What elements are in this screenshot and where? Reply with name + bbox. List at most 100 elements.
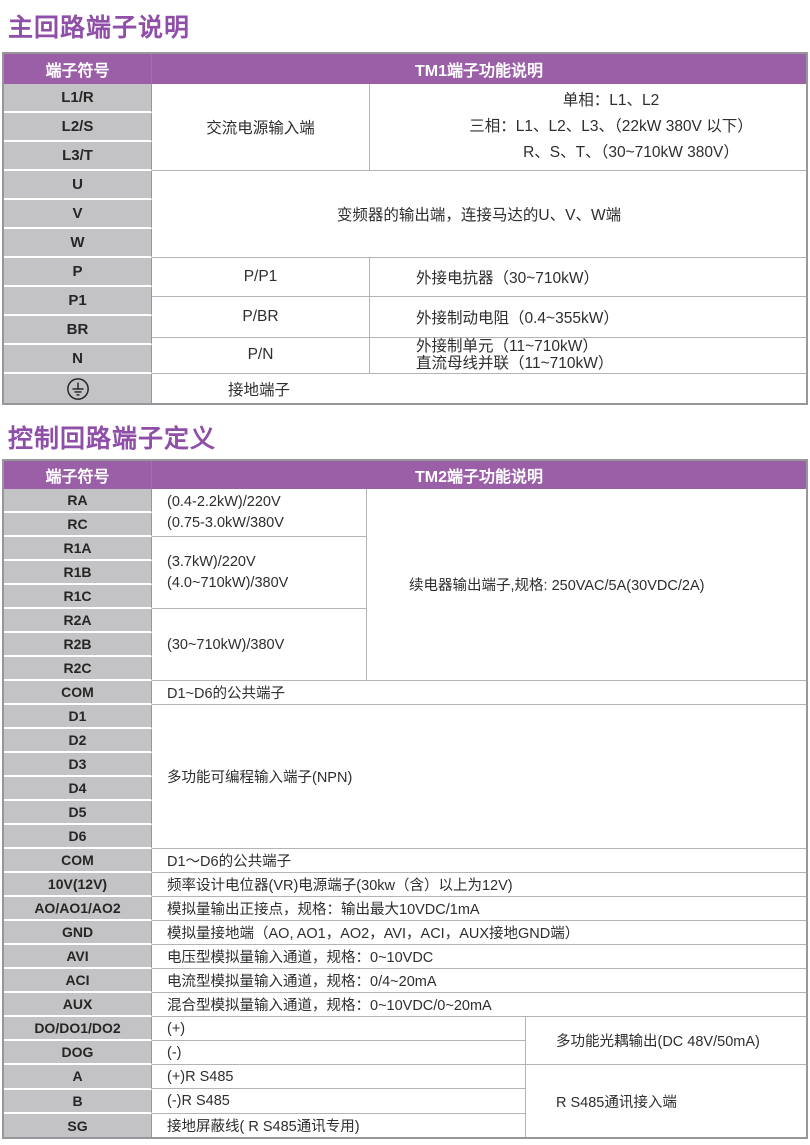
relay-spec-cell: (30~710kW)/380V bbox=[152, 609, 367, 681]
terminal-cell: R1A bbox=[4, 537, 152, 561]
terminal-cell: R1B bbox=[4, 561, 152, 585]
row-description: 电压型模拟量输入通道，规格：0~10VDC bbox=[167, 950, 434, 966]
ac-input-line-2: 三相：L1、L2、L3、（22kW 380V 以下） bbox=[469, 118, 753, 135]
terminal-cell: D3 bbox=[4, 753, 152, 777]
pair-description-line-1: 外接制单元（11~710kW） bbox=[416, 338, 598, 356]
terminal-cell: AVI bbox=[4, 945, 152, 969]
com-content: D1～D6的公共端子 bbox=[152, 849, 806, 873]
terminal-cell: D1 bbox=[4, 705, 152, 729]
main-circuit-title: 主回路端子说明 bbox=[8, 14, 191, 42]
opto-output-content: (+) (-) 多功能光耦输出(DC 48V/50mA) bbox=[152, 1017, 806, 1065]
terminal-cell: L2/S bbox=[4, 113, 152, 142]
terminal-column: RA RC R1A R1B R1C R2A R2B R2C bbox=[4, 489, 152, 681]
power-10v-row: 10V(12V) 频率设计电位器(VR)电源端子(30kw（含）以上为12V) bbox=[4, 873, 806, 897]
dc-bus-rows: P/P1 外接电抗器（30~710kW） P/BR 外接制动电阻（0.4~355… bbox=[152, 258, 806, 373]
terminal-column: DO/DO1/DO2 DOG bbox=[4, 1017, 152, 1065]
rs485-section: A B SG (+)R S485 (-)R S485 接地屏蔽线( R S485… bbox=[4, 1065, 806, 1138]
row-description: 模拟量接地端（AO, AO1，AO2，AVI，ACI，AUX接地GND端） bbox=[167, 926, 580, 942]
terminal-column: COM bbox=[4, 681, 152, 705]
output-content: 变频器的输出端，连接马达的U、V、W端 bbox=[152, 171, 806, 258]
terminal-cell: A bbox=[4, 1065, 152, 1090]
tm2-header-function: TM2端子功能说明 bbox=[414, 469, 543, 486]
terminal-cell: L3/T bbox=[4, 142, 152, 171]
avi-row: AVI 电压型模拟量输入通道，规格：0~10VDC bbox=[4, 945, 806, 969]
relay-spec-line: (0.75-3.0kW/380V bbox=[167, 514, 284, 531]
terminal-cell: DOG bbox=[4, 1041, 152, 1065]
terminal-cell: DO/DO1/DO2 bbox=[4, 1017, 152, 1041]
tm1-header-function: TM1端子功能说明 bbox=[414, 63, 543, 80]
terminal-cell: AUX bbox=[4, 993, 152, 1017]
relay-spec-line: (0.4-2.2kW)/220V bbox=[167, 493, 281, 510]
opto-output-section: DO/DO1/DO2 DOG (+) (-) 多功能光耦输出(DC 48V/50… bbox=[4, 1017, 806, 1065]
tm1-header-symbol: 端子符号 bbox=[4, 54, 152, 84]
tm2-table-header: 端子符号 TM2端子功能说明 bbox=[4, 461, 806, 489]
control-circuit-title: 控制回路端子定义 bbox=[8, 425, 217, 453]
terminal-cell: D4 bbox=[4, 777, 152, 801]
terminal-cell: R2A bbox=[4, 609, 152, 633]
relay-content: (0.4-2.2kW)/220V (0.75-3.0kW/380V (3.7kW… bbox=[152, 489, 806, 681]
output-section: U V W 变频器的输出端，连接马达的U、V、W端 bbox=[4, 171, 806, 258]
signal-cell: (-)R S485 bbox=[152, 1089, 526, 1114]
tm2-table: 端子符号 TM2端子功能说明 RA RC R1A R1B R1C R2A R2B… bbox=[2, 459, 808, 1139]
aci-row: ACI 电流型模拟量输入通道，规格：0/4~20mA bbox=[4, 969, 806, 993]
tm2-header-symbol: 端子符号 bbox=[4, 461, 152, 489]
terminal-column: L1/R L2/S L3/T bbox=[4, 84, 152, 171]
terminal-cell: RA bbox=[4, 489, 152, 513]
dc-bus-section: P P1 BR N P/P1 外接电抗器（30~710kW） P/BR 外接制动… bbox=[4, 258, 806, 374]
relay-section: RA RC R1A R1B R1C R2A R2B R2C (0.4-2.2kW… bbox=[4, 489, 806, 681]
pair-label: P/N bbox=[152, 337, 370, 373]
tm1-table: 端子符号 TM1端子功能说明 L1/R L2/S L3/T 交流电源输入端 单相… bbox=[2, 52, 808, 405]
terminal-cell: D5 bbox=[4, 801, 152, 825]
terminal-cell: BR bbox=[4, 316, 152, 345]
pair-description-line-2: 直流母线并联（11~710kW） bbox=[416, 355, 614, 373]
terminal-cell: AO/AO1/AO2 bbox=[4, 897, 152, 921]
relay-spec-cell: (3.7kW)/220V (4.0~710kW)/380V bbox=[152, 537, 367, 609]
terminal-column: D1 D2 D3 D4 D5 D6 bbox=[4, 705, 152, 849]
terminal-cell: R2C bbox=[4, 657, 152, 681]
com-row: COM D1～D6的公共端子 bbox=[4, 849, 806, 873]
protective-earth-icon bbox=[66, 377, 89, 400]
rs485-signal-column: (+)R S485 (-)R S485 接地屏蔽线( R S485通讯专用) bbox=[152, 1065, 526, 1137]
ac-input-content: 交流电源输入端 单相：L1、L2 三相：L1、L2、L3、（22kW 380V … bbox=[152, 84, 806, 171]
terminal-cell: N bbox=[4, 345, 152, 374]
ground-section: 接地端子 bbox=[4, 374, 806, 403]
relay-description: 续电器输出端子,规格: 250VAC/5A(30VDC/2A) bbox=[409, 578, 705, 594]
relay-spec-line: (4.0~710kW)/380V bbox=[167, 574, 289, 591]
terminal-cell: B bbox=[4, 1089, 152, 1115]
terminal-cell: L1/R bbox=[4, 84, 152, 113]
terminal-cell: U bbox=[4, 171, 152, 200]
ac-input-section: L1/R L2/S L3/T 交流电源输入端 单相：L1、L2 三相：L1、L2… bbox=[4, 84, 806, 171]
row-description: 电流型模拟量输入通道，规格：0/4~20mA bbox=[167, 974, 437, 990]
terminal-cell: P1 bbox=[4, 287, 152, 316]
terminal-cell: V bbox=[4, 200, 152, 229]
terminal-cell: R2B bbox=[4, 633, 152, 657]
terminal-cell: D6 bbox=[4, 825, 152, 849]
ground-description: 接地端子 bbox=[228, 381, 291, 399]
output-description: 变频器的输出端，连接马达的U、V、W端 bbox=[336, 207, 622, 224]
pair-label: P/BR bbox=[152, 296, 370, 337]
com-description: D1~D6的公共端子 bbox=[167, 686, 286, 702]
terminal-cell: RC bbox=[4, 513, 152, 537]
terminal-column: U V W bbox=[4, 171, 152, 258]
pair-description: 外接电抗器（30~710kW） bbox=[416, 269, 600, 287]
dc-bus-row: P/BR 外接制动电阻（0.4~355kW） bbox=[152, 295, 806, 337]
signal-cell: (+)R S485 bbox=[152, 1065, 526, 1090]
relay-spec-column: (0.4-2.2kW)/220V (0.75-3.0kW/380V (3.7kW… bbox=[152, 489, 367, 681]
terminal-column: P P1 BR N bbox=[4, 258, 152, 374]
opto-polarity-column: (+) (-) bbox=[152, 1017, 526, 1064]
row-description: 混合型模拟量输入通道，规格：0~10VDC/0~20mA bbox=[167, 998, 492, 1014]
terminal-cell: GND bbox=[4, 921, 152, 945]
dc-bus-row: P/N 外接制单元（11~710kW） 直流母线并联（11~710kW） bbox=[152, 336, 806, 373]
relay-spec-cell: (0.4-2.2kW)/220V (0.75-3.0kW/380V bbox=[152, 489, 367, 537]
signal-cell: 接地屏蔽线( R S485通讯专用) bbox=[152, 1113, 526, 1137]
terminal-cell: COM bbox=[4, 681, 152, 705]
ac-input-description: 单相：L1、L2 三相：L1、L2、L3、（22kW 380V 以下） R、S、… bbox=[370, 84, 806, 170]
digital-input-section: D1 D2 D3 D4 D5 D6 多功能可编程输入端子(NPN) bbox=[4, 705, 806, 849]
com-row: COM D1~D6的公共端子 bbox=[4, 681, 806, 705]
ac-input-line-3: R、S、T、（30~710kW 380V） bbox=[523, 144, 739, 161]
dc-bus-row: P/P1 外接电抗器（30~710kW） bbox=[152, 258, 806, 296]
digital-input-content: 多功能可编程输入端子(NPN) bbox=[152, 705, 806, 849]
terminal-cell: R1C bbox=[4, 585, 152, 609]
terminal-cell: 10V(12V) bbox=[4, 873, 152, 897]
polarity-cell: (+) bbox=[152, 1017, 526, 1041]
